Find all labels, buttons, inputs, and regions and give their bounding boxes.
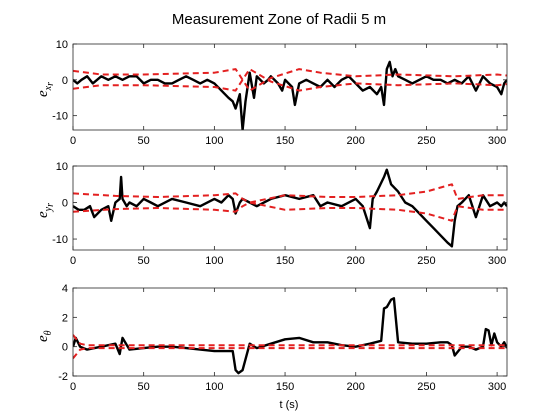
y-axis-label-subscript: x xyxy=(43,85,54,91)
x-tick-label: 100 xyxy=(205,255,223,267)
x-tick-label: 300 xyxy=(488,381,506,393)
x-tick-label: 100 xyxy=(205,135,223,147)
axes-box xyxy=(72,165,508,251)
x-tick-label: 250 xyxy=(417,135,435,147)
bound-line-1-1 xyxy=(73,68,507,92)
y-tick-label: 10 xyxy=(56,39,68,51)
x-tick-label: 50 xyxy=(138,135,150,147)
y-axis-label-3: eθ xyxy=(35,330,54,342)
x-tick-label: 200 xyxy=(347,135,365,147)
x-tick-label: 150 xyxy=(276,255,294,267)
y-tick-label: -10 xyxy=(52,111,68,123)
x-tick-label: 200 xyxy=(347,381,365,393)
y-tick-label: 0 xyxy=(62,342,68,354)
bound-line-2-2 xyxy=(73,201,507,222)
x-tick-label: 0 xyxy=(70,135,76,147)
axes-box xyxy=(72,287,508,377)
y-axis-label-subscript: y xyxy=(43,206,54,212)
chart-title: Measurement Zone of Radii 5 m xyxy=(172,11,386,28)
x-tick-label: 300 xyxy=(488,255,506,267)
x-tick-label: 300 xyxy=(488,135,506,147)
x-tick-label: 0 xyxy=(70,381,76,393)
x-tick-label: 150 xyxy=(276,135,294,147)
y-tick-label: -10 xyxy=(52,234,68,246)
bound-line-1-2 xyxy=(73,68,507,92)
x-tick-label: 150 xyxy=(276,381,294,393)
bound-line-3-1 xyxy=(73,334,507,347)
error-line-2-0 xyxy=(73,168,507,248)
x-tick-label: 50 xyxy=(138,381,150,393)
x-tick-label: 50 xyxy=(138,255,150,267)
y-tick-label: 2 xyxy=(62,312,68,324)
y-axis-label-subscript: θ xyxy=(43,330,54,335)
x-tick-label: 250 xyxy=(417,255,435,267)
bound-line-2-1 xyxy=(73,183,507,204)
x-axis-label: t (s) xyxy=(280,399,299,411)
y-axis-label-subsubscript: r xyxy=(45,203,56,207)
x-tick-label: 0 xyxy=(70,255,76,267)
axes-box xyxy=(72,43,508,131)
y-axis-label-subsubscript: r xyxy=(45,82,56,86)
y-tick-label: 4 xyxy=(62,283,68,295)
plot-area xyxy=(73,168,507,248)
plot-area xyxy=(73,60,507,130)
y-tick-label: 0 xyxy=(62,75,68,87)
y-tick-label: 0 xyxy=(62,198,68,210)
plot-area xyxy=(73,297,507,375)
x-tick-label: 250 xyxy=(417,381,435,393)
bound-line-3-2 xyxy=(73,347,507,360)
y-tick-label: 10 xyxy=(56,161,68,173)
x-tick-label: 100 xyxy=(205,381,223,393)
error-line-1-0 xyxy=(73,60,507,130)
x-tick-label: 200 xyxy=(347,255,365,267)
y-tick-label: -2 xyxy=(58,371,68,383)
